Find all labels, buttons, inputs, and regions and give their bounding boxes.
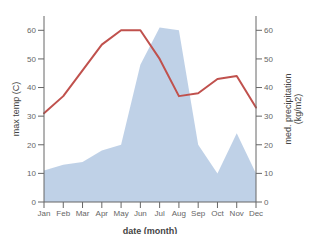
svg-text:Nov: Nov	[230, 209, 244, 218]
svg-text:30: 30	[27, 112, 36, 121]
svg-text:40: 40	[27, 83, 36, 92]
svg-text:40: 40	[264, 83, 273, 92]
svg-text:May: May	[114, 209, 129, 218]
svg-text:Feb: Feb	[56, 209, 70, 218]
svg-text:Aug: Aug	[172, 209, 186, 218]
svg-text:60: 60	[264, 26, 273, 35]
svg-text:30: 30	[264, 112, 273, 121]
svg-text:60: 60	[27, 26, 36, 35]
svg-text:Sep: Sep	[191, 209, 206, 218]
svg-text:Jul: Jul	[155, 209, 165, 218]
svg-text:med. precipitation(kg/m2): med. precipitation(kg/m2)	[283, 73, 303, 144]
svg-text:0: 0	[264, 198, 269, 207]
svg-text:20: 20	[264, 141, 273, 150]
svg-text:20: 20	[27, 141, 36, 150]
svg-text:Dec: Dec	[249, 209, 263, 218]
svg-text:Oct: Oct	[211, 209, 224, 218]
svg-text:date (month): date (month)	[123, 226, 178, 234]
svg-text:Jun: Jun	[134, 209, 147, 218]
svg-text:Jan: Jan	[38, 209, 51, 218]
svg-text:50: 50	[27, 55, 36, 64]
svg-text:max temp (C): max temp (C)	[11, 82, 21, 137]
svg-text:Apr: Apr	[96, 209, 109, 218]
svg-text:10: 10	[264, 169, 273, 178]
svg-text:50: 50	[264, 55, 273, 64]
svg-text:0: 0	[32, 198, 37, 207]
svg-text:10: 10	[27, 169, 36, 178]
svg-text:Mar: Mar	[76, 209, 90, 218]
